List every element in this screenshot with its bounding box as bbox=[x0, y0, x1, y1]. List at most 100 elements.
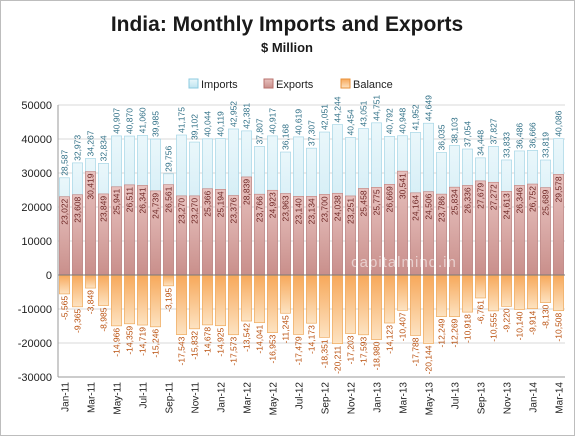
bar-balance bbox=[202, 274, 213, 326]
data-label-balance: -20,144 bbox=[424, 345, 434, 374]
data-label-balance: -15,246 bbox=[151, 329, 161, 358]
data-label-imports: 41,952 bbox=[411, 104, 421, 130]
data-label-balance: -14,173 bbox=[307, 325, 317, 354]
bar-balance bbox=[72, 274, 83, 308]
data-label-imports: 32,834 bbox=[99, 135, 109, 161]
data-label-imports: 41,175 bbox=[177, 107, 187, 133]
data-label-imports: 42,381 bbox=[242, 103, 252, 129]
data-label-balance: -14,678 bbox=[203, 327, 213, 356]
x-tick-label: Sep-11 bbox=[165, 382, 176, 414]
bar-balance bbox=[410, 274, 421, 336]
x-tick-label: May-12 bbox=[269, 382, 280, 416]
data-label-balance: -14,359 bbox=[125, 326, 135, 355]
watermark: capitalmind.in bbox=[351, 254, 457, 271]
y-tick-label: 40000 bbox=[21, 134, 52, 146]
bar-balance bbox=[228, 274, 239, 336]
bar-balance bbox=[540, 274, 551, 303]
data-label-balance: -11,245 bbox=[281, 315, 291, 343]
y-tick-label: -20000 bbox=[18, 338, 52, 350]
data-label-imports: 36,168 bbox=[281, 124, 291, 150]
data-label-exports: 25,689 bbox=[541, 189, 551, 215]
data-label-exports: 23,022 bbox=[60, 198, 70, 224]
bar-balance bbox=[59, 274, 70, 295]
bar-balance bbox=[514, 274, 525, 310]
data-label-exports: 26,752 bbox=[528, 186, 538, 212]
data-label-balance: -10,555 bbox=[489, 313, 499, 342]
data-label-exports: 24,613 bbox=[502, 193, 512, 219]
data-label-exports: 28,839 bbox=[242, 179, 252, 205]
bar-balance bbox=[163, 274, 174, 287]
data-label-balance: -6,761 bbox=[476, 300, 486, 324]
bar-balance bbox=[176, 274, 187, 335]
data-label-balance: -17,543 bbox=[177, 336, 187, 365]
x-tick-label: Jan-12 bbox=[217, 382, 228, 413]
bar-balance bbox=[475, 274, 486, 299]
x-tick-label: Mar-13 bbox=[399, 382, 410, 414]
data-label-imports: 40,948 bbox=[398, 108, 408, 134]
x-tick-label: Jan-11 bbox=[61, 382, 72, 412]
data-label-balance: -17,788 bbox=[411, 337, 421, 366]
legend-label-imports: Imports bbox=[201, 79, 238, 91]
x-tick-label: Sep-12 bbox=[321, 382, 332, 415]
data-label-imports: 36,666 bbox=[528, 122, 538, 148]
chart-title: India: Monthly Imports and Exports bbox=[111, 13, 463, 36]
data-label-imports: 40,792 bbox=[385, 108, 395, 134]
x-tick-label: Nov-13 bbox=[503, 382, 514, 415]
x-tick-label: Sep-13 bbox=[477, 382, 488, 415]
data-label-balance: -3,195 bbox=[164, 288, 174, 312]
x-tick-label: Nov-11 bbox=[191, 382, 202, 414]
data-label-exports: 27,272 bbox=[489, 184, 499, 210]
data-label-balance: -9,914 bbox=[528, 310, 538, 334]
data-label-imports: 42,051 bbox=[320, 104, 330, 130]
zero-axis bbox=[57, 105, 565, 378]
data-label-balance: -10,918 bbox=[463, 314, 473, 343]
data-label-balance: -17,573 bbox=[229, 336, 239, 365]
data-label-exports: 24,506 bbox=[424, 193, 434, 219]
data-label-exports: 25,834 bbox=[450, 189, 460, 215]
data-label-imports: 34,448 bbox=[476, 130, 486, 156]
data-label-imports: 32,973 bbox=[73, 135, 83, 161]
data-label-balance: -12,249 bbox=[437, 318, 447, 347]
data-label-balance: -8,130 bbox=[541, 304, 551, 328]
legend-swatch-imports bbox=[188, 78, 199, 89]
data-label-imports: 38,103 bbox=[450, 117, 460, 143]
data-label-exports: 26,511 bbox=[125, 187, 135, 213]
data-label-exports: 23,251 bbox=[346, 198, 356, 224]
data-label-exports: 25,458 bbox=[359, 190, 369, 216]
data-label-exports: 23,786 bbox=[437, 196, 447, 222]
bar-balance bbox=[111, 274, 122, 327]
x-tick-label: Mar-12 bbox=[243, 382, 254, 414]
x-tick-label: Jul-13 bbox=[451, 382, 462, 410]
data-label-imports: 37,807 bbox=[255, 118, 265, 144]
bar-balance bbox=[254, 274, 265, 324]
data-label-exports: 24,038 bbox=[333, 195, 343, 221]
data-label-exports: 23,134 bbox=[307, 198, 317, 224]
data-label-balance: -3,849 bbox=[86, 290, 96, 314]
data-label-balance: -5,565 bbox=[60, 296, 70, 320]
data-label-exports: 23,270 bbox=[177, 198, 187, 224]
data-label-exports: 23,376 bbox=[229, 197, 239, 223]
data-label-imports: 44,649 bbox=[424, 95, 434, 121]
bar-balance bbox=[436, 274, 447, 317]
x-tick-label: Mar-11 bbox=[87, 382, 98, 413]
data-label-imports: 44,751 bbox=[372, 95, 382, 121]
data-label-exports: 25,775 bbox=[372, 189, 382, 215]
data-labels: 28,587 23,022 -5,565 32,973 23,608 -9,365 34,2… bbox=[60, 95, 564, 375]
y-tick-label: 30000 bbox=[21, 168, 52, 180]
bar-balance bbox=[306, 274, 317, 324]
data-label-balance: -17,203 bbox=[346, 335, 356, 364]
data-label-balance: -17,593 bbox=[359, 337, 369, 366]
x-tick-label: Jan-14 bbox=[529, 382, 540, 413]
data-label-exports: 23,700 bbox=[320, 196, 330, 222]
data-label-exports: 23,766 bbox=[255, 196, 265, 222]
legend-swatch-exports bbox=[263, 78, 274, 89]
data-label-exports: 24,923 bbox=[268, 192, 278, 218]
data-label-balance: -20,211 bbox=[333, 345, 343, 373]
x-tick-label: Nov-12 bbox=[347, 382, 358, 415]
legend-label-exports: Exports bbox=[276, 79, 314, 91]
x-tick-label: Jul-11 bbox=[139, 382, 150, 409]
bar-balance bbox=[150, 274, 161, 328]
data-label-balance: -9,365 bbox=[73, 309, 83, 333]
data-label-exports: 23,963 bbox=[281, 195, 291, 221]
bar-balance bbox=[449, 274, 460, 318]
